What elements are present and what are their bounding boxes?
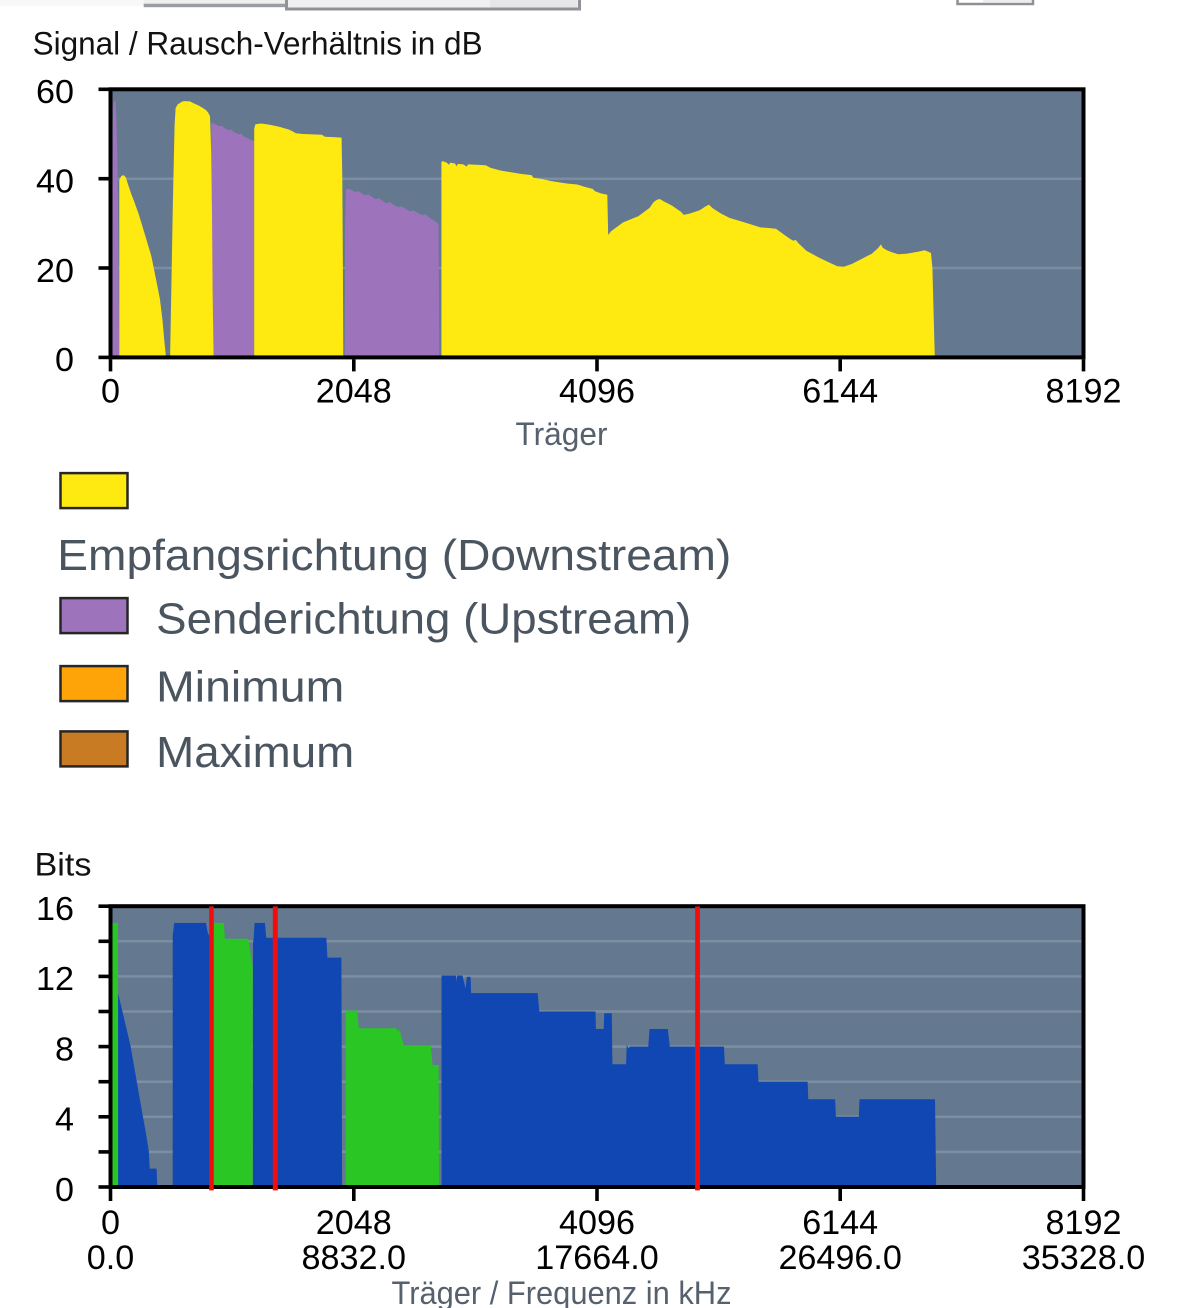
svg-text:Empfangsrichtung (Downstream): Empfangsrichtung (Downstream) (57, 531, 731, 580)
svg-text:12: 12 (36, 961, 74, 998)
svg-text:Senderichtung (Upstream): Senderichtung (Upstream) (156, 595, 691, 644)
svg-text:16: 16 (36, 891, 74, 928)
svg-text:2048: 2048 (316, 1204, 392, 1242)
svg-text:0: 0 (101, 373, 120, 411)
svg-text:Bits: Bits (35, 847, 92, 883)
svg-text:Träger: Träger (516, 416, 608, 452)
svg-text:35328.0: 35328.0 (1022, 1239, 1146, 1277)
svg-text:Minimum: Minimum (156, 663, 344, 712)
svg-text:4096: 4096 (559, 373, 635, 411)
svg-text:Signal / Rausch-Verhältnis in: Signal / Rausch-Verhältnis in dB (33, 26, 483, 62)
svg-text:0: 0 (101, 1204, 120, 1242)
svg-text:17664.0: 17664.0 (535, 1239, 659, 1277)
svg-text:8832.0: 8832.0 (302, 1239, 407, 1277)
svg-text:6144: 6144 (802, 1204, 878, 1242)
svg-text:Träger / Frequenz in kHz: Träger / Frequenz in kHz (392, 1275, 732, 1308)
svg-text:0: 0 (55, 342, 74, 379)
svg-text:6144: 6144 (802, 373, 878, 411)
svg-text:Maximum: Maximum (156, 728, 354, 777)
svg-text:8192: 8192 (1046, 1204, 1122, 1242)
svg-text:4096: 4096 (559, 1204, 635, 1242)
svg-text:2048: 2048 (316, 373, 392, 411)
svg-text:0.0: 0.0 (87, 1239, 135, 1277)
svg-text:0: 0 (55, 1172, 74, 1209)
svg-text:20: 20 (36, 253, 74, 290)
svg-text:60: 60 (36, 74, 74, 111)
svg-text:40: 40 (36, 164, 74, 201)
svg-text:4: 4 (55, 1102, 74, 1139)
svg-text:26496.0: 26496.0 (778, 1239, 902, 1277)
svg-text:8192: 8192 (1046, 373, 1122, 411)
svg-text:8: 8 (55, 1031, 74, 1068)
